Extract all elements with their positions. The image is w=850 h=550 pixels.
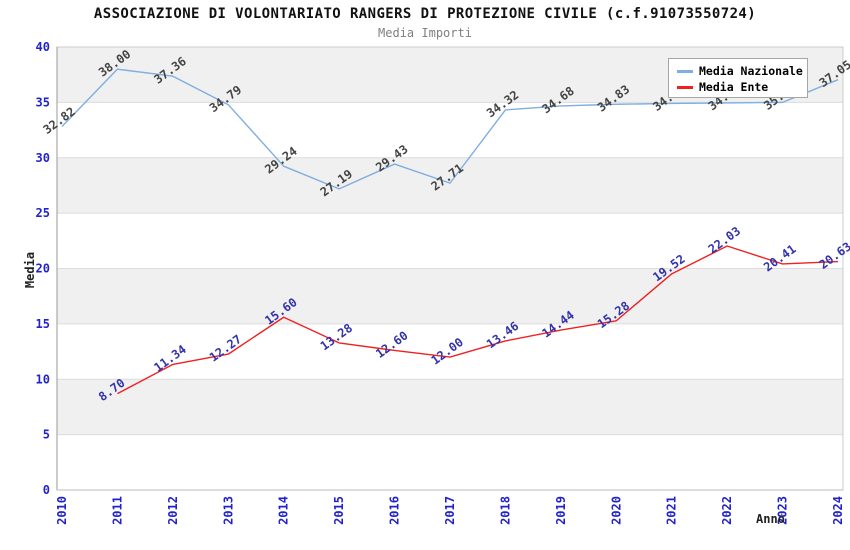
y-tick-label: 15 xyxy=(36,317,50,331)
y-axis-title: Media xyxy=(23,251,37,289)
y-tick-label: 0 xyxy=(43,483,50,497)
y-tick-label: 25 xyxy=(36,206,50,220)
plot-band xyxy=(57,102,843,158)
plot-band xyxy=(57,157,843,214)
y-tick-label: 5 xyxy=(43,428,50,442)
x-tick-label: 2024 xyxy=(831,496,845,525)
x-tick-label: 2017 xyxy=(443,496,457,525)
y-tick-label: 20 xyxy=(36,262,50,276)
y-tick-label: 30 xyxy=(36,151,50,165)
x-tick-label: 2019 xyxy=(554,496,568,525)
y-tick-label: 35 xyxy=(36,95,50,109)
x-tick-label: 2021 xyxy=(665,496,679,525)
series-line-media-ente xyxy=(117,245,839,395)
plot-band xyxy=(57,268,843,324)
x-tick-label: 2012 xyxy=(166,496,180,525)
x-tick-label: 2015 xyxy=(332,496,346,525)
x-tick-label: 2010 xyxy=(55,496,69,525)
legend-item-media-ente: Media Ente xyxy=(677,79,807,95)
x-tick-label: 2020 xyxy=(609,496,623,525)
legend-label-nazionale: Media Nazionale xyxy=(699,64,803,78)
chart-title: ASSOCIAZIONE DI VOLONTARIATO RANGERS DI … xyxy=(93,6,757,22)
chart-subtitle: Media Importi xyxy=(378,26,472,40)
x-tick-label: 2014 xyxy=(277,496,291,525)
plot-band xyxy=(57,323,843,380)
plot-band xyxy=(57,434,843,490)
legend-item-media-nazionale: Media Nazionale xyxy=(677,63,807,79)
legend-line-swatch-ente-icon xyxy=(677,85,693,89)
x-tick-label: 2018 xyxy=(498,496,512,525)
x-tick-label: 2023 xyxy=(776,496,790,525)
plot-band xyxy=(57,213,843,269)
legend: Media Nazionale Media Ente xyxy=(668,58,808,98)
y-tick-label: 40 xyxy=(36,40,50,54)
plot-band xyxy=(57,379,843,435)
x-axis-title: Anno xyxy=(756,512,785,526)
legend-line-swatch-nazionale-icon xyxy=(677,69,693,73)
series-line-media-nazionale xyxy=(61,68,839,190)
y-tick-label: 10 xyxy=(36,372,50,386)
x-tick-label: 2013 xyxy=(221,496,235,525)
x-tick-label: 2011 xyxy=(110,496,124,525)
legend-label-ente: Media Ente xyxy=(699,80,769,94)
x-tick-label: 2022 xyxy=(720,496,734,525)
x-tick-label: 2016 xyxy=(388,496,402,525)
